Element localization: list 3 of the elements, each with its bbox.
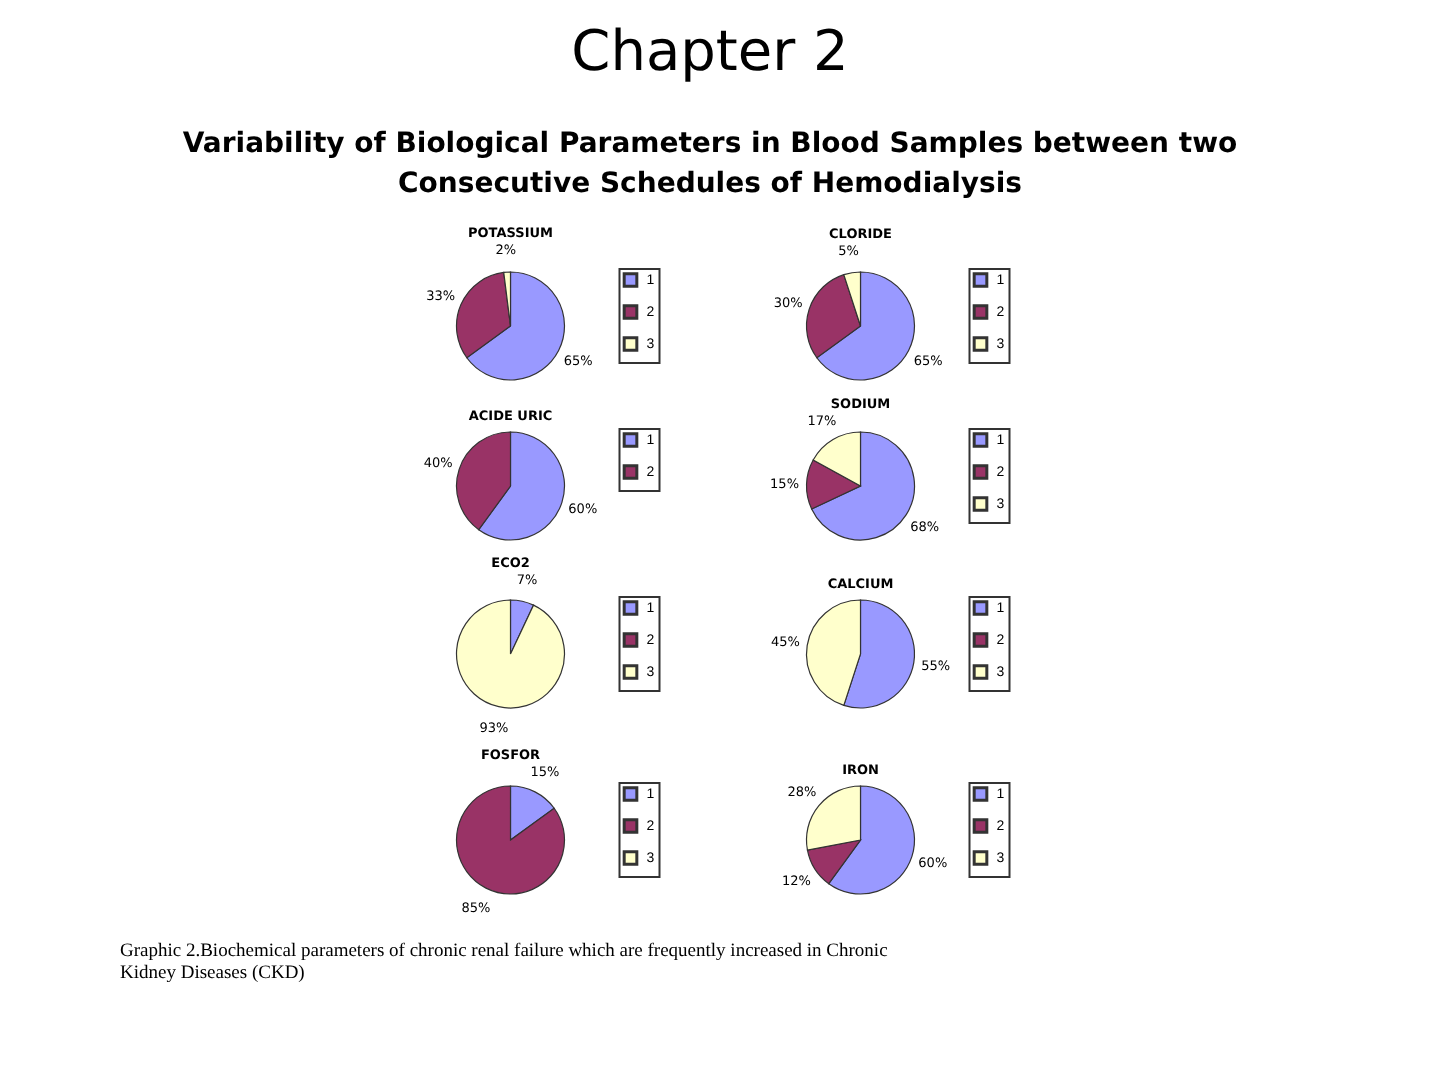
text: Variability of Biological Parameters in Blood Samples between two Consecutive Schedules of Hemodialysis [182,128,1239,200]
text: Chapter 2 [571,18,849,84]
text: Graphic 2.Biochemical parameters of chronic renal failure which are frequently increased in Chronic Kidney Diseases (CKD) [120,942,888,984]
